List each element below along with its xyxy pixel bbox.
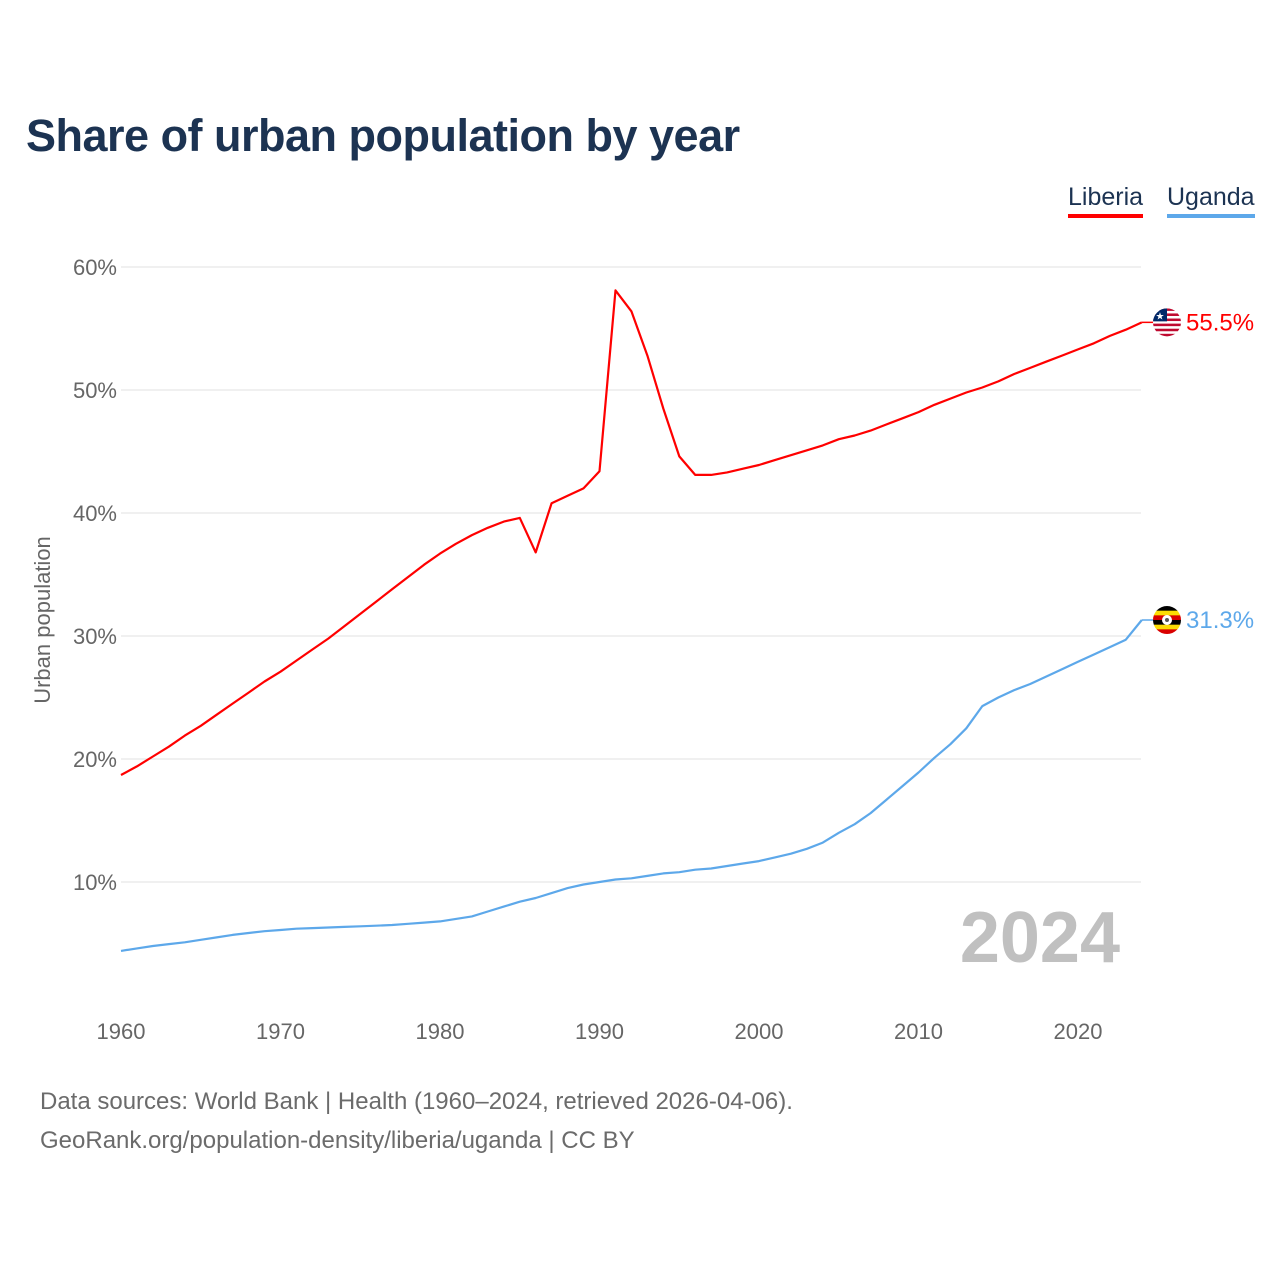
footer-attribution: GeoRank.org/population-density/liberia/u… [40,1127,635,1154]
x-tick-label: 1990 [575,1019,624,1044]
end-value-label-uganda: 31.3% [1186,607,1254,634]
flag-stripe [1153,323,1181,327]
y-tick-label: 50% [73,378,117,403]
x-tick-label: 1960 [97,1019,146,1044]
flag-stripe [1153,326,1181,330]
flag-star: ★ [1156,311,1165,322]
legend-item-uganda[interactable]: Uganda [1167,183,1255,218]
y-tick-label: 60% [73,255,117,280]
flag-stripe [1153,331,1181,335]
series-line-uganda [120,619,1143,952]
x-tick-label: 1980 [416,1019,465,1044]
x-tick-label: 1970 [256,1019,305,1044]
y-tick-label: 40% [73,501,117,526]
flag-stripe [1153,606,1181,611]
end-value-label-liberia: 55.5% [1186,309,1254,336]
flag-crane [1165,618,1169,623]
liberia-flag-icon: ★ [1153,308,1181,337]
flag [1153,606,1181,635]
footer-sources: Data sources: World Bank | Health (1960–… [40,1088,793,1115]
y-axis-label: Urban population [30,536,55,704]
y-tick-label: 30% [73,624,117,649]
x-tick-label: 2000 [735,1019,784,1044]
flag-stripe [1153,321,1181,324]
series-line-liberia [120,289,1143,776]
x-tick-label: 2020 [1054,1019,1103,1044]
y-tick-label: 10% [73,870,117,895]
uganda-flag-icon [1153,606,1181,635]
legend-item-liberia[interactable]: Liberia [1068,183,1144,218]
x-tick-label: 2010 [894,1019,943,1044]
chart-title: Share of urban population by year [26,110,740,161]
y-tick-label: 20% [73,747,117,772]
flag: ★ [1153,308,1181,337]
flag-stripe [1153,333,1181,337]
flag-stripe [1153,624,1181,630]
flag-stripe [1153,328,1181,332]
year-watermark: 2024 [960,898,1120,978]
flag-stripe [1153,610,1181,616]
flag-stripe [1153,629,1181,635]
